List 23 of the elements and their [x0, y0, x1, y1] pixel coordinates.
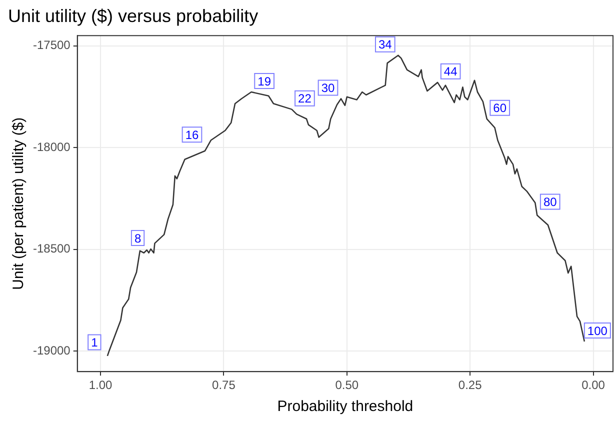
- x-tick-label: 0.50: [335, 378, 359, 392]
- annotation: 22: [298, 92, 312, 106]
- y-tick-label: -18000: [32, 140, 71, 154]
- y-tick-label: -19000: [32, 344, 71, 358]
- x-tick-label: 0.00: [582, 378, 606, 392]
- annotation: 16: [185, 128, 199, 142]
- annotation: 44: [444, 64, 458, 79]
- y-tick-label: -18500: [32, 242, 71, 256]
- annotation: 60: [493, 101, 507, 116]
- annotation: 100: [587, 324, 608, 338]
- chart-title: Unit utility ($) versus probability: [8, 6, 258, 26]
- annotation: 8: [134, 231, 142, 246]
- annotation: 34: [378, 38, 392, 52]
- annotation: 30: [321, 81, 335, 96]
- y-axis-title: Unit (per patient) utility ($): [10, 117, 28, 290]
- x-tick-label: 0.25: [458, 378, 482, 392]
- x-tick-label: 0.75: [212, 378, 236, 392]
- annotation: 19: [258, 74, 272, 88]
- annotation: 80: [543, 195, 558, 210]
- annotation: 1: [91, 336, 98, 350]
- y-tick-label: -17500: [32, 38, 71, 52]
- x-axis-title: Probability threshold: [277, 398, 414, 416]
- x-tick-label: 1.00: [88, 378, 113, 392]
